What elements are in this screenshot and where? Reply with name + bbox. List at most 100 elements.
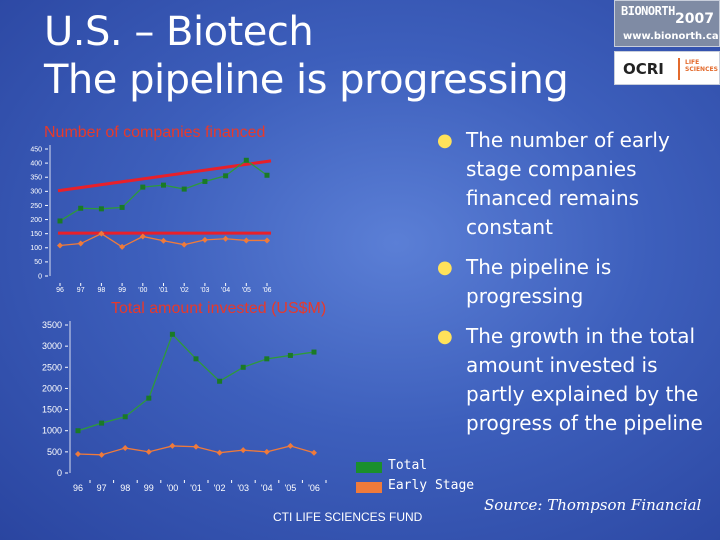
- bullet-text: The growth in the total amount invested …: [466, 324, 703, 435]
- y-tick-label: 3000: [42, 341, 62, 351]
- data-point-total: [181, 186, 187, 192]
- y-tick-label: 100: [30, 245, 42, 252]
- data-point-early-stage: [75, 450, 81, 457]
- x-tick-label: 99: [118, 287, 126, 294]
- data-point-early-stage: [98, 230, 105, 237]
- data-point-early-stage: [169, 442, 176, 449]
- data-point-early-stage: [119, 243, 126, 250]
- data-point-total: [223, 173, 229, 179]
- x-tick-label: '06: [262, 287, 271, 294]
- data-point-early-stage: [311, 449, 317, 456]
- data-point-early-stage: [287, 442, 294, 449]
- data-point-total: [78, 205, 84, 211]
- footer-source: Source: Thompson Financial: [484, 496, 702, 514]
- data-point-early-stage: [263, 448, 270, 455]
- y-tick-label: 350: [30, 175, 42, 182]
- bionorth-logo-url: www.bionorth.ca: [623, 31, 719, 42]
- bullet-list: ● The number of early stage companies fi…: [436, 126, 720, 449]
- bionorth-logo[interactable]: BIONORTH 2007 www.bionorth.ca: [614, 0, 720, 47]
- data-point-total: [243, 157, 249, 163]
- x-tick-label: '04: [261, 483, 273, 493]
- x-tick-label: 96: [56, 287, 64, 294]
- x-tick-label: '00: [138, 287, 147, 294]
- data-point-total: [75, 428, 81, 434]
- x-tick-label: '06: [308, 483, 320, 493]
- data-point-early-stage: [243, 237, 250, 244]
- chart-amount-title: Total amount invested (US$M): [111, 300, 327, 317]
- x-tick-label: 97: [77, 287, 85, 294]
- data-point-total: [240, 364, 246, 370]
- bionorth-logo-name: BIONORTH: [621, 4, 675, 18]
- data-point-early-stage: [193, 443, 199, 450]
- bullet-item: ● The number of early stage companies fi…: [436, 126, 720, 242]
- x-tick-label: '03: [237, 483, 249, 493]
- data-point-early-stage: [222, 235, 229, 242]
- data-point-total: [169, 331, 175, 337]
- x-tick-label: 96: [73, 483, 83, 493]
- bullet-dot-icon: ●: [437, 326, 453, 347]
- bullet-text: The pipeline is progressing: [466, 255, 612, 308]
- data-point-early-stage: [122, 445, 129, 452]
- data-point-early-stage: [240, 447, 247, 454]
- y-tick-label: 2500: [42, 362, 62, 372]
- data-point-total: [193, 356, 199, 362]
- data-point-total: [287, 352, 293, 358]
- x-tick-label: '01: [190, 483, 202, 493]
- y-tick-label: 450: [30, 146, 42, 153]
- data-point-total: [311, 349, 317, 355]
- series-line-total: [77, 333, 315, 432]
- data-point-early-stage: [216, 449, 223, 456]
- footer-fund-name: CTI LIFE SCIENCES FUND: [273, 510, 423, 524]
- x-tick-label: '00: [167, 483, 179, 493]
- legend-label-total: Total: [388, 458, 428, 473]
- chart-companies-title: Number of companies financed: [44, 124, 266, 141]
- y-tick-label: 1000: [42, 426, 62, 436]
- y-tick-label: 2000: [42, 383, 62, 393]
- data-point-total: [140, 184, 146, 190]
- slide-title-line-2: The pipeline is progressing: [44, 57, 569, 103]
- bullet-dot-icon: ●: [437, 257, 453, 278]
- legend-swatch-total: [356, 462, 382, 473]
- data-point-early-stage: [139, 233, 146, 240]
- y-tick-label: 50: [34, 259, 42, 266]
- bullet-dot-icon: ●: [437, 130, 453, 151]
- y-tick-label: 1500: [42, 405, 62, 415]
- ocri-logo-name: OCRI: [623, 60, 664, 78]
- y-tick-label: 300: [30, 189, 42, 196]
- data-point-early-stage: [77, 240, 84, 247]
- data-point-total: [217, 378, 223, 384]
- data-point-total: [264, 356, 270, 362]
- data-point-total: [99, 420, 105, 426]
- y-tick-label: 400: [30, 160, 42, 167]
- data-point-early-stage: [201, 236, 208, 243]
- x-tick-label: '02: [214, 483, 226, 493]
- y-tick-label: 150: [30, 231, 42, 238]
- data-point-early-stage: [145, 448, 152, 455]
- x-tick-label: 99: [144, 483, 154, 493]
- data-point-total: [122, 414, 128, 420]
- y-tick-label: 200: [30, 217, 42, 224]
- trend-line: [57, 159, 272, 193]
- legend-label-early-stage: Early Stage: [388, 478, 475, 493]
- data-point-total: [146, 395, 152, 401]
- slide-title-line-1: U.S. – Biotech: [44, 9, 314, 55]
- x-tick-label: '03: [200, 287, 209, 294]
- data-point-early-stage: [160, 237, 167, 244]
- x-tick-label: '05: [285, 483, 297, 493]
- ocri-logo-divider: [678, 58, 680, 80]
- slide-title: U.S. – Biotech The pipeline is progressi…: [44, 8, 604, 104]
- data-point-total: [98, 206, 104, 212]
- y-tick-label: 250: [30, 203, 42, 210]
- y-tick-label: 0: [57, 468, 62, 478]
- bionorth-logo-year: 2007: [675, 11, 714, 27]
- data-point-early-stage: [181, 241, 188, 248]
- y-tick-label: 500: [47, 447, 62, 457]
- data-point-early-stage: [264, 237, 270, 244]
- x-tick-label: '05: [242, 287, 251, 294]
- ocri-logo-subtitle: LIFE SCIENCES: [685, 59, 718, 73]
- y-tick-label: 3500: [42, 320, 62, 330]
- bullet-text: The number of early stage companies fina…: [466, 128, 670, 239]
- data-point-early-stage: [57, 242, 63, 249]
